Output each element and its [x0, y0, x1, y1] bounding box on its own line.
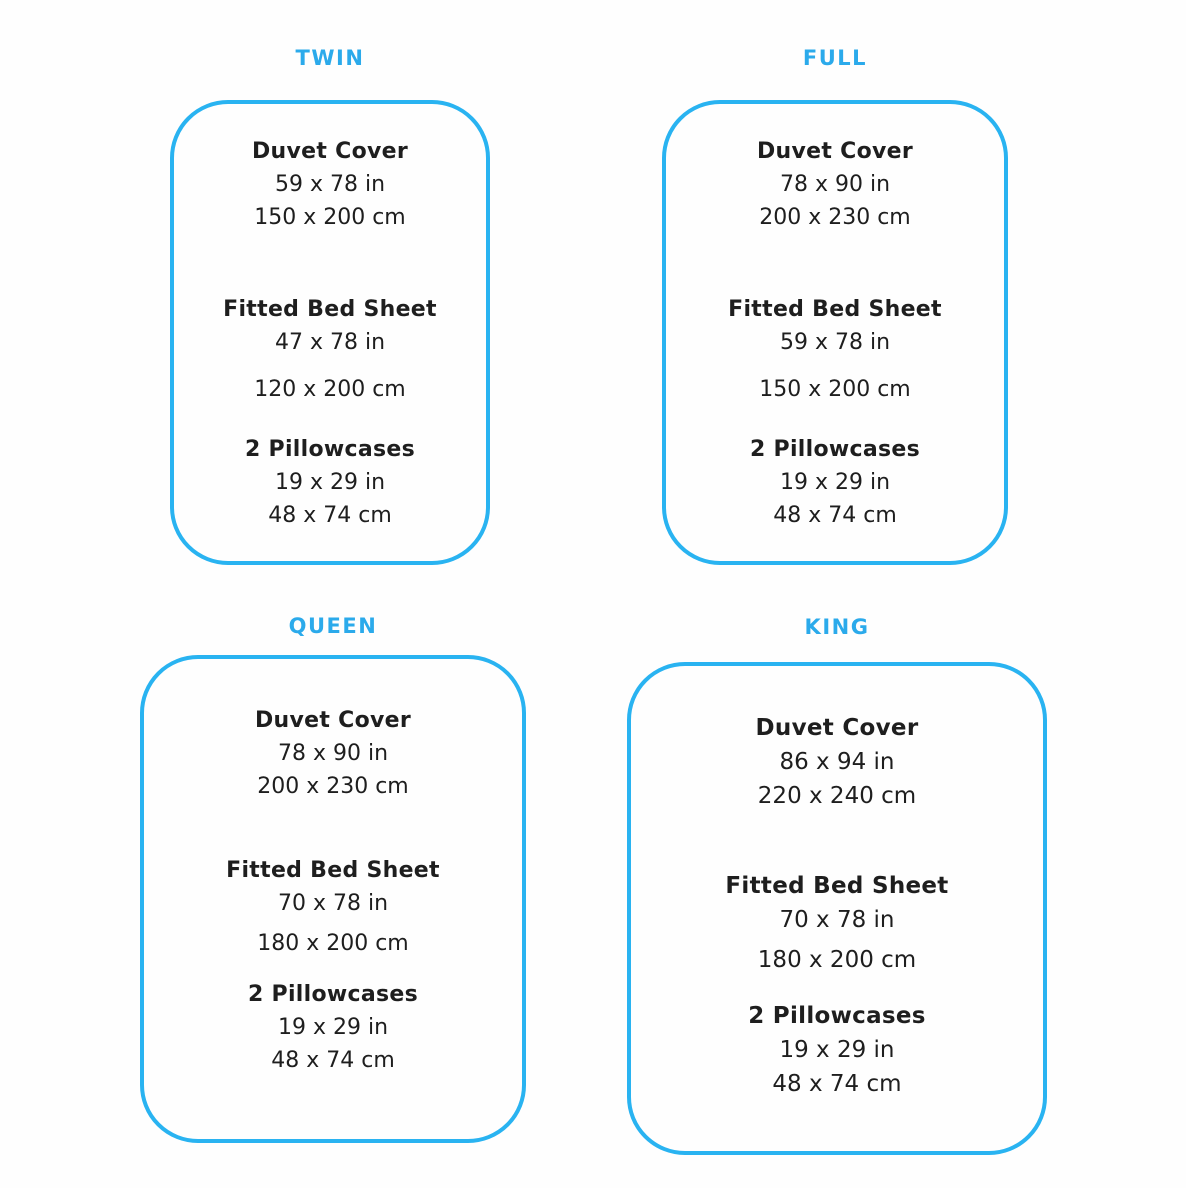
- item-group-pillowcases: 2 Pillowcases 19 x 29 in 48 x 74 cm: [174, 433, 486, 532]
- item-group-duvet-cover: Duvet Cover 59 x 78 in 150 x 200 cm: [174, 135, 486, 234]
- item-size-cm: 200 x 230 cm: [257, 774, 409, 799]
- item-label: Fitted Bed Sheet: [728, 297, 942, 322]
- item-group-fitted-sheet: Fitted Bed Sheet 59 x 78 in 150 x 200 cm: [666, 293, 1004, 406]
- item-size-cm: 120 x 200 cm: [254, 377, 406, 402]
- item-size-inches: 19 x 29 in: [277, 1015, 389, 1040]
- card-content: Duvet Cover 59 x 78 in 150 x 200 cm Fitt…: [174, 104, 486, 561]
- item-label: 2 Pillowcases: [244, 437, 416, 462]
- item-label: Duvet Cover: [756, 139, 914, 164]
- item-group-duvet-cover: Duvet Cover 86 x 94 in 220 x 240 cm: [631, 711, 1043, 813]
- item-size-cm: 150 x 200 cm: [759, 377, 911, 402]
- item-size-cm: 180 x 200 cm: [257, 931, 409, 956]
- card-content: Duvet Cover 78 x 90 in 200 x 230 cm Fitt…: [666, 104, 1004, 561]
- size-card-full: Duvet Cover 78 x 90 in 200 x 230 cm Fitt…: [662, 100, 1008, 565]
- item-group-pillowcases: 2 Pillowcases 19 x 29 in 48 x 74 cm: [144, 978, 522, 1077]
- item-size-inches: 59 x 78 in: [779, 330, 891, 355]
- item-size-cm: 48 x 74 cm: [773, 503, 897, 528]
- size-title-full: FULL: [802, 46, 868, 70]
- item-size-cm: 48 x 74 cm: [772, 1071, 902, 1097]
- item-size-inches: 78 x 90 in: [277, 741, 389, 766]
- item-group-duvet-cover: Duvet Cover 78 x 90 in 200 x 230 cm: [666, 135, 1004, 234]
- item-group-fitted-sheet: Fitted Bed Sheet 70 x 78 in 180 x 200 cm: [631, 869, 1043, 977]
- item-size-inches: 70 x 78 in: [779, 907, 895, 933]
- item-group-duvet-cover: Duvet Cover 78 x 90 in 200 x 230 cm: [144, 704, 522, 803]
- item-label: 2 Pillowcases: [748, 1003, 926, 1029]
- item-size-inches: 78 x 90 in: [779, 172, 891, 197]
- card-content: Duvet Cover 78 x 90 in 200 x 230 cm Fitt…: [144, 659, 522, 1139]
- size-card-twin: Duvet Cover 59 x 78 in 150 x 200 cm Fitt…: [170, 100, 490, 565]
- size-card-king: Duvet Cover 86 x 94 in 220 x 240 cm Fitt…: [627, 662, 1047, 1155]
- item-size-cm: 48 x 74 cm: [268, 503, 392, 528]
- item-size-inches: 19 x 29 in: [779, 1037, 895, 1063]
- item-group-fitted-sheet: Fitted Bed Sheet 70 x 78 in 180 x 200 cm: [144, 854, 522, 960]
- size-title-king: KING: [804, 615, 870, 639]
- item-label: Duvet Cover: [251, 139, 409, 164]
- item-group-pillowcases: 2 Pillowcases 19 x 29 in 48 x 74 cm: [631, 999, 1043, 1101]
- item-size-cm: 180 x 200 cm: [757, 947, 917, 973]
- item-label: Fitted Bed Sheet: [226, 858, 440, 883]
- size-card-queen: Duvet Cover 78 x 90 in 200 x 230 cm Fitt…: [140, 655, 526, 1143]
- item-group-fitted-sheet: Fitted Bed Sheet 47 x 78 in 120 x 200 cm: [174, 293, 486, 406]
- item-size-inches: 19 x 29 in: [274, 470, 386, 495]
- item-size-inches: 70 x 78 in: [277, 891, 389, 916]
- item-label: Duvet Cover: [254, 708, 412, 733]
- item-size-cm: 48 x 74 cm: [271, 1048, 395, 1073]
- item-size-cm: 200 x 230 cm: [759, 205, 911, 230]
- card-content: Duvet Cover 86 x 94 in 220 x 240 cm Fitt…: [631, 666, 1043, 1151]
- size-title-twin: TWIN: [295, 46, 365, 70]
- item-label: 2 Pillowcases: [749, 437, 921, 462]
- item-group-pillowcases: 2 Pillowcases 19 x 29 in 48 x 74 cm: [666, 433, 1004, 532]
- size-title-queen: QUEEN: [288, 614, 378, 638]
- item-label: Fitted Bed Sheet: [725, 873, 949, 899]
- item-size-inches: 59 x 78 in: [274, 172, 386, 197]
- item-size-cm: 220 x 240 cm: [757, 783, 917, 809]
- item-label: 2 Pillowcases: [247, 982, 419, 1007]
- item-label: Duvet Cover: [755, 715, 919, 741]
- item-size-inches: 47 x 78 in: [274, 330, 386, 355]
- item-size-cm: 150 x 200 cm: [254, 205, 406, 230]
- item-size-inches: 19 x 29 in: [779, 470, 891, 495]
- item-label: Fitted Bed Sheet: [223, 297, 437, 322]
- item-size-inches: 86 x 94 in: [779, 749, 895, 775]
